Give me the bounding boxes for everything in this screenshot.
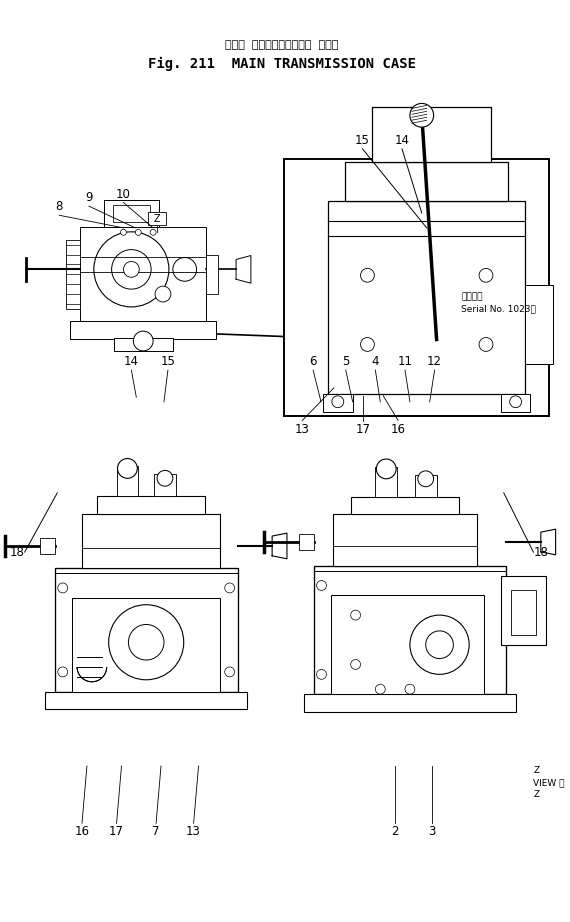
- Bar: [82, 514, 220, 568]
- Text: 17: 17: [109, 825, 124, 838]
- Bar: [351, 497, 459, 514]
- Bar: [284, 159, 549, 416]
- Polygon shape: [272, 533, 287, 559]
- Bar: [66, 240, 80, 309]
- Polygon shape: [541, 529, 556, 555]
- Bar: [104, 200, 158, 228]
- Text: 13: 13: [186, 825, 201, 838]
- Circle shape: [94, 231, 169, 307]
- Circle shape: [225, 583, 235, 593]
- Text: 3: 3: [428, 825, 435, 838]
- Text: 11: 11: [397, 355, 413, 368]
- Text: 17: 17: [356, 423, 371, 436]
- Text: 18: 18: [534, 546, 548, 559]
- Circle shape: [112, 250, 151, 290]
- Circle shape: [58, 583, 68, 593]
- Circle shape: [426, 631, 453, 658]
- Bar: [526, 285, 553, 364]
- Bar: [154, 474, 176, 496]
- Bar: [333, 514, 477, 566]
- Text: 14: 14: [124, 355, 139, 368]
- Bar: [323, 394, 353, 411]
- Circle shape: [410, 615, 469, 674]
- Bar: [328, 201, 526, 394]
- Circle shape: [361, 268, 374, 282]
- Circle shape: [120, 230, 127, 235]
- Circle shape: [173, 257, 197, 281]
- Text: Z
VIEW 見
Z: Z VIEW 見 Z: [534, 766, 565, 798]
- Bar: [331, 596, 484, 694]
- Circle shape: [133, 331, 153, 351]
- Circle shape: [351, 610, 361, 620]
- Bar: [501, 575, 545, 644]
- Bar: [206, 254, 218, 294]
- Bar: [304, 694, 516, 712]
- Bar: [415, 475, 437, 497]
- Bar: [501, 394, 531, 411]
- Polygon shape: [236, 255, 251, 283]
- Circle shape: [150, 230, 156, 235]
- Circle shape: [124, 262, 139, 278]
- Circle shape: [117, 458, 137, 479]
- Text: 14: 14: [394, 134, 409, 147]
- Text: 16: 16: [390, 423, 406, 436]
- Bar: [148, 211, 166, 225]
- Text: 6: 6: [310, 355, 317, 368]
- Circle shape: [351, 659, 361, 669]
- Circle shape: [155, 286, 171, 302]
- Circle shape: [316, 669, 327, 680]
- Circle shape: [405, 684, 415, 694]
- Circle shape: [135, 230, 141, 235]
- Bar: [372, 107, 491, 161]
- Text: 8: 8: [56, 200, 63, 213]
- Circle shape: [128, 624, 164, 660]
- Bar: [113, 205, 150, 222]
- Text: 9: 9: [85, 191, 93, 204]
- Text: 10: 10: [116, 187, 131, 200]
- Text: Fig. 211  MAIN TRANSMISSION CASE: Fig. 211 MAIN TRANSMISSION CASE: [148, 56, 416, 71]
- Text: 15: 15: [355, 134, 370, 147]
- Text: メイン  トランスミッション  ケース: メイン トランスミッション ケース: [225, 41, 338, 50]
- Circle shape: [109, 605, 184, 680]
- Text: 16: 16: [75, 825, 89, 838]
- Bar: [299, 534, 314, 550]
- Bar: [376, 467, 397, 497]
- Circle shape: [225, 667, 235, 677]
- Bar: [113, 338, 173, 351]
- Bar: [55, 568, 238, 692]
- Circle shape: [410, 103, 434, 127]
- Bar: [40, 538, 55, 554]
- Circle shape: [157, 470, 173, 486]
- Text: 適用号機
Serial No. 1023～: 適用号機 Serial No. 1023～: [461, 292, 536, 313]
- Bar: [116, 467, 139, 496]
- Bar: [72, 597, 220, 692]
- Bar: [314, 566, 506, 694]
- Circle shape: [376, 684, 385, 694]
- Text: 7: 7: [152, 825, 160, 838]
- Circle shape: [332, 396, 344, 408]
- Circle shape: [510, 396, 522, 408]
- Text: 15: 15: [161, 355, 176, 368]
- Bar: [70, 321, 217, 339]
- Circle shape: [58, 667, 68, 677]
- Circle shape: [316, 581, 327, 590]
- Text: 2: 2: [392, 825, 399, 838]
- Bar: [511, 590, 536, 635]
- Circle shape: [479, 268, 493, 282]
- Text: 4: 4: [372, 355, 379, 368]
- Text: 12: 12: [427, 355, 442, 368]
- Bar: [45, 692, 247, 709]
- Bar: [345, 161, 508, 201]
- Circle shape: [376, 459, 396, 479]
- Circle shape: [418, 471, 434, 487]
- Text: 13: 13: [295, 423, 310, 436]
- Circle shape: [479, 337, 493, 351]
- Text: 18: 18: [10, 546, 25, 559]
- Text: 5: 5: [342, 355, 349, 368]
- Bar: [80, 228, 206, 321]
- Text: Z: Z: [154, 215, 160, 224]
- Bar: [97, 496, 205, 514]
- Circle shape: [361, 337, 374, 351]
